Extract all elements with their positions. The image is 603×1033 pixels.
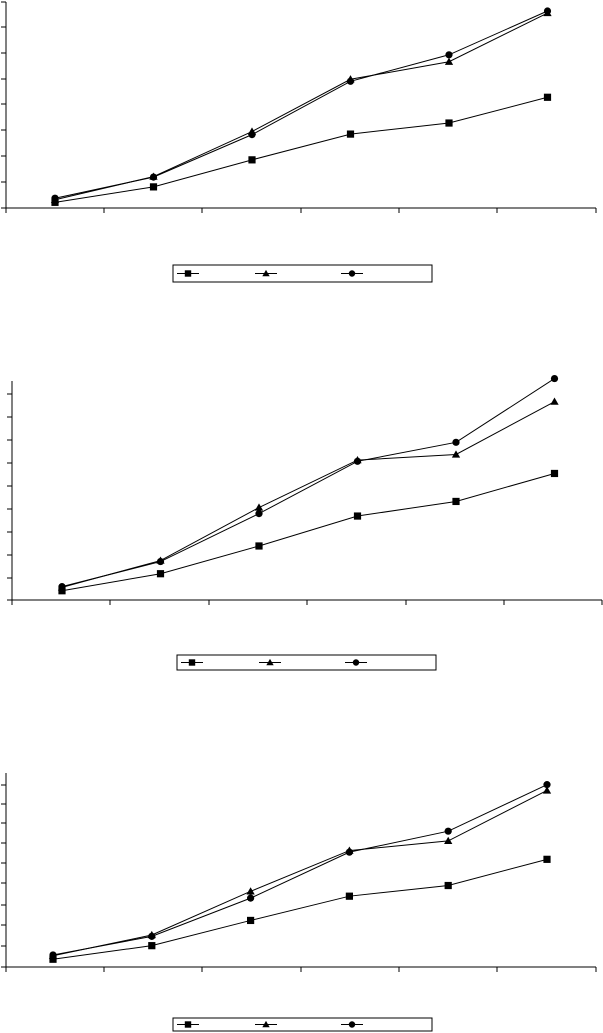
series-line <box>61 401 555 588</box>
legend <box>172 264 433 283</box>
chart-2 <box>7 374 603 671</box>
legend-marker-square <box>188 659 196 666</box>
series-line <box>54 10 548 199</box>
data-point <box>246 887 255 895</box>
data-point <box>49 955 57 963</box>
data-point <box>156 570 165 578</box>
series-circle <box>51 7 552 202</box>
legend-marker-triangle <box>266 658 274 666</box>
data-point <box>542 786 552 794</box>
series-triangle <box>50 8 552 203</box>
data-point <box>346 77 355 85</box>
series-line <box>54 96 548 203</box>
legend-box <box>172 264 433 283</box>
chart-1 <box>1 1 597 283</box>
data-point <box>550 397 559 405</box>
data-point <box>148 932 156 940</box>
series-circle <box>49 781 551 959</box>
data-point <box>346 130 355 138</box>
data-point <box>247 916 255 925</box>
data-point <box>543 781 551 789</box>
data-point <box>254 503 264 511</box>
legend-marker-square <box>184 270 192 277</box>
data-point <box>353 512 362 520</box>
legend-marker-circle <box>352 659 360 666</box>
data-point <box>148 942 156 950</box>
data-point <box>345 848 353 856</box>
series-square <box>51 93 552 206</box>
data-point <box>543 7 552 15</box>
data-point <box>156 557 165 566</box>
data-point <box>444 57 454 65</box>
data-point <box>255 542 263 550</box>
series-line <box>52 790 548 957</box>
data-point <box>543 855 551 863</box>
series-line <box>61 472 555 592</box>
series-square <box>49 855 551 963</box>
data-point <box>255 510 263 518</box>
data-point <box>444 881 452 890</box>
data-point <box>451 450 461 458</box>
legend <box>172 1017 433 1032</box>
legend-box <box>172 1017 433 1032</box>
data-point <box>248 131 256 139</box>
legend <box>176 654 437 671</box>
data-point <box>51 194 59 202</box>
legend-marker-circle <box>348 270 356 277</box>
data-point <box>248 156 256 164</box>
data-point <box>444 827 452 835</box>
data-point <box>543 93 552 101</box>
legend-box <box>176 654 437 671</box>
data-point <box>149 183 158 191</box>
series-circle <box>58 374 559 591</box>
data-point <box>247 894 255 902</box>
legend-marker-square <box>184 1021 192 1028</box>
legend-marker-triangle <box>262 269 270 277</box>
data-point <box>452 497 460 506</box>
data-point <box>452 438 460 446</box>
data-point <box>58 587 66 595</box>
data-point <box>445 51 453 59</box>
legend-marker-triangle <box>262 1020 270 1028</box>
data-point <box>550 374 559 383</box>
data-point <box>550 469 559 478</box>
legend-marker-circle <box>348 1021 356 1028</box>
data-point <box>345 892 353 900</box>
series-square <box>58 469 559 595</box>
chart-3 <box>1 773 597 1032</box>
series-line <box>54 12 548 201</box>
data-point <box>49 951 57 959</box>
data-point <box>444 836 453 845</box>
series-line <box>52 784 548 956</box>
series-triangle <box>48 786 552 959</box>
data-point <box>149 173 158 181</box>
data-point <box>353 457 362 465</box>
series-line <box>61 378 555 588</box>
series-line <box>52 858 548 960</box>
data-point <box>58 583 66 591</box>
data-point <box>445 119 453 127</box>
